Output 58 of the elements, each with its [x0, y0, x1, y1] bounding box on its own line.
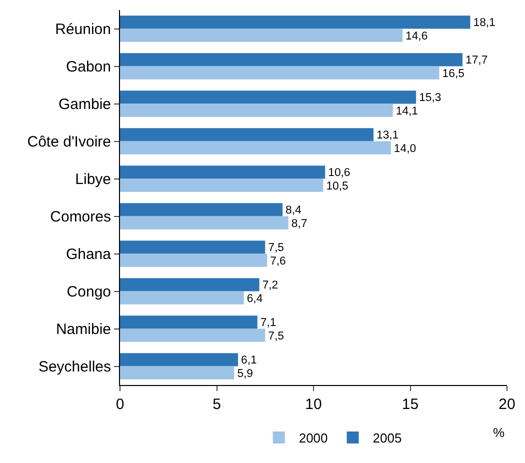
- bar: [120, 104, 393, 117]
- bar: [120, 353, 238, 366]
- y-tick-label: Comores: [50, 208, 111, 226]
- legend-label: 2005: [372, 430, 402, 446]
- bar: [120, 141, 391, 154]
- data-label: 5,9: [237, 368, 253, 380]
- bar: [120, 316, 258, 329]
- data-label: 14,1: [396, 105, 418, 118]
- x-tick-label: 0: [116, 396, 124, 413]
- x-tick-label: 15: [402, 396, 419, 413]
- data-label: 10,6: [328, 167, 350, 180]
- data-label: 10,5: [326, 180, 348, 192]
- data-label: 14,0: [394, 142, 416, 155]
- y-tick-label: Seychelles: [38, 358, 111, 376]
- y-tick-label: Gabon: [66, 58, 111, 76]
- bar: [120, 90, 416, 104]
- x-tick-label: 5: [212, 396, 221, 413]
- data-label: 6,4: [246, 292, 263, 305]
- x-axis-title: %: [493, 425, 505, 440]
- legend-label: 2000: [298, 430, 328, 446]
- bar: [120, 128, 374, 142]
- x-tick-label: 20: [498, 396, 516, 413]
- data-label: 6,1: [241, 354, 257, 367]
- y-tick-label: Libye: [75, 171, 111, 188]
- bar: [120, 278, 260, 292]
- y-tick-label: Côte d'Ivoire: [27, 134, 111, 150]
- data-label: 13,1: [376, 130, 399, 142]
- data-label: 7,2: [262, 280, 278, 292]
- y-tick-label: Ghana: [66, 246, 112, 263]
- data-label: 8,7: [291, 218, 308, 230]
- bar: [120, 66, 440, 80]
- data-label: 17,7: [466, 54, 488, 67]
- data-label: 7,6: [270, 255, 286, 268]
- bar: [120, 53, 462, 66]
- bar: [120, 366, 234, 380]
- x-tick-label: 10: [305, 396, 322, 413]
- data-label: 7,1: [260, 317, 276, 330]
- y-tick-label: Congo: [66, 284, 111, 300]
- bar: [120, 291, 244, 304]
- bar: [120, 240, 266, 254]
- data-label: 18,1: [473, 17, 496, 30]
- data-label: 15,3: [419, 92, 442, 104]
- data-label: 14,6: [406, 30, 428, 42]
- bar: [120, 166, 326, 179]
- y-tick-label: Namibie: [56, 321, 111, 338]
- bar: [120, 28, 403, 42]
- data-label: 16,5: [442, 68, 464, 80]
- bar: [120, 328, 266, 342]
- bar: [120, 254, 268, 267]
- bar: [120, 178, 324, 192]
- bar: [120, 216, 288, 230]
- data-label: 8,4: [286, 204, 302, 217]
- y-tick-label: Gambie: [58, 96, 111, 113]
- data-label: 7,5: [268, 330, 284, 342]
- bar: [120, 16, 470, 29]
- data-label: 7,5: [268, 242, 284, 254]
- y-tick-label: Réunion: [55, 21, 111, 38]
- bar: [120, 203, 283, 216]
